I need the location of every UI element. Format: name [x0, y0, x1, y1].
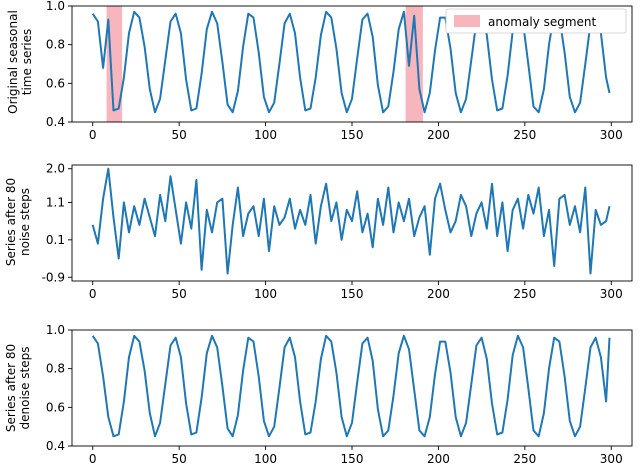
y-tick-label-2: 1.1 [46, 195, 65, 209]
x-tick-label-100: 100 [254, 128, 277, 142]
y-tick-label-2: 0.8 [46, 362, 65, 376]
y-tick-label-1: 0.6 [46, 400, 65, 414]
y-tick-label-0: 0.4 [46, 115, 65, 129]
axes-frame [71, 5, 633, 123]
y-tick-label-0: -0.9 [42, 270, 65, 284]
x-tick-label-0: 0 [89, 128, 97, 142]
y-axis-label-line1: Original seasonal [6, 10, 20, 114]
legend-swatch-anomaly [454, 15, 480, 27]
x-tick-label-250: 250 [513, 287, 536, 301]
anomaly-segment-region-0 [106, 6, 123, 122]
anomaly-segment-region-1 [405, 6, 423, 122]
x-tick-label-50: 50 [172, 452, 187, 466]
series-group [91, 334, 611, 438]
x-tick-label-0: 0 [89, 287, 97, 301]
legend-label-anomaly: anomaly segment [488, 15, 597, 29]
x-tick-label-300: 300 [600, 287, 623, 301]
y-axis-label-line1: Series after 80 [4, 178, 18, 266]
y-tick-label-1: 0.6 [46, 76, 65, 90]
y-tick-label-2: 0.8 [46, 38, 65, 52]
series-group [91, 167, 611, 275]
x-tick-label-150: 150 [341, 452, 364, 466]
chart-panel-noise: Series after 80 noise steps 0 50 100 150 200… [4, 162, 633, 301]
axes-frame [71, 164, 633, 282]
y-tick-label-1: 0.1 [46, 233, 65, 247]
y-axis-label-line2: noise steps [18, 188, 32, 256]
y-tick-label-3: 1.0 [46, 0, 65, 13]
axis-ticks: 0 50 100 150 200 250 300 0.4 0.6 0.8 1.0 [46, 0, 623, 142]
x-tick-label-0: 0 [89, 452, 97, 466]
x-tick-label-100: 100 [254, 452, 277, 466]
y-tick-label-0: 0.4 [46, 439, 65, 453]
legend: anomaly segment [445, 8, 627, 34]
series-line-0 [91, 334, 611, 438]
axes-frame [71, 329, 633, 447]
y-axis-label-line2: denoise steps [18, 347, 32, 430]
chart-panel-original: Original seasonal time series 0 50 100 150 2… [6, 0, 633, 142]
x-tick-label-200: 200 [427, 452, 450, 466]
axis-ticks: 0 50 100 150 200 250 300 0.4 0.6 0.8 1.0 [46, 323, 623, 466]
x-tick-label-50: 50 [172, 287, 187, 301]
x-tick-label-250: 250 [513, 452, 536, 466]
y-axis-label-line2: time series [20, 29, 34, 95]
series-line-0 [91, 167, 611, 275]
x-tick-label-50: 50 [172, 128, 187, 142]
anomaly-regions [106, 6, 423, 122]
y-axis-label-line1: Series after 80 [4, 344, 18, 432]
x-tick-label-150: 150 [341, 128, 364, 142]
series-line-0 [91, 10, 611, 114]
y-tick-label-3: 1.0 [46, 323, 65, 337]
x-tick-label-300: 300 [600, 128, 623, 142]
axis-ticks: 0 50 100 150 200 250 300 -0.9 0.1 1.1 2.0 [42, 162, 623, 301]
legend-box [445, 8, 627, 34]
x-tick-label-300: 300 [600, 452, 623, 466]
series-group [91, 10, 611, 114]
x-tick-label-150: 150 [341, 287, 364, 301]
x-tick-label-200: 200 [427, 287, 450, 301]
x-tick-label-200: 200 [427, 128, 450, 142]
y-tick-label-3: 2.0 [46, 162, 65, 176]
x-tick-label-100: 100 [254, 287, 277, 301]
x-tick-label-250: 250 [513, 128, 536, 142]
chart-panel-denoise: Series after 80 denoise steps 0 50 100 150 2… [4, 323, 633, 466]
